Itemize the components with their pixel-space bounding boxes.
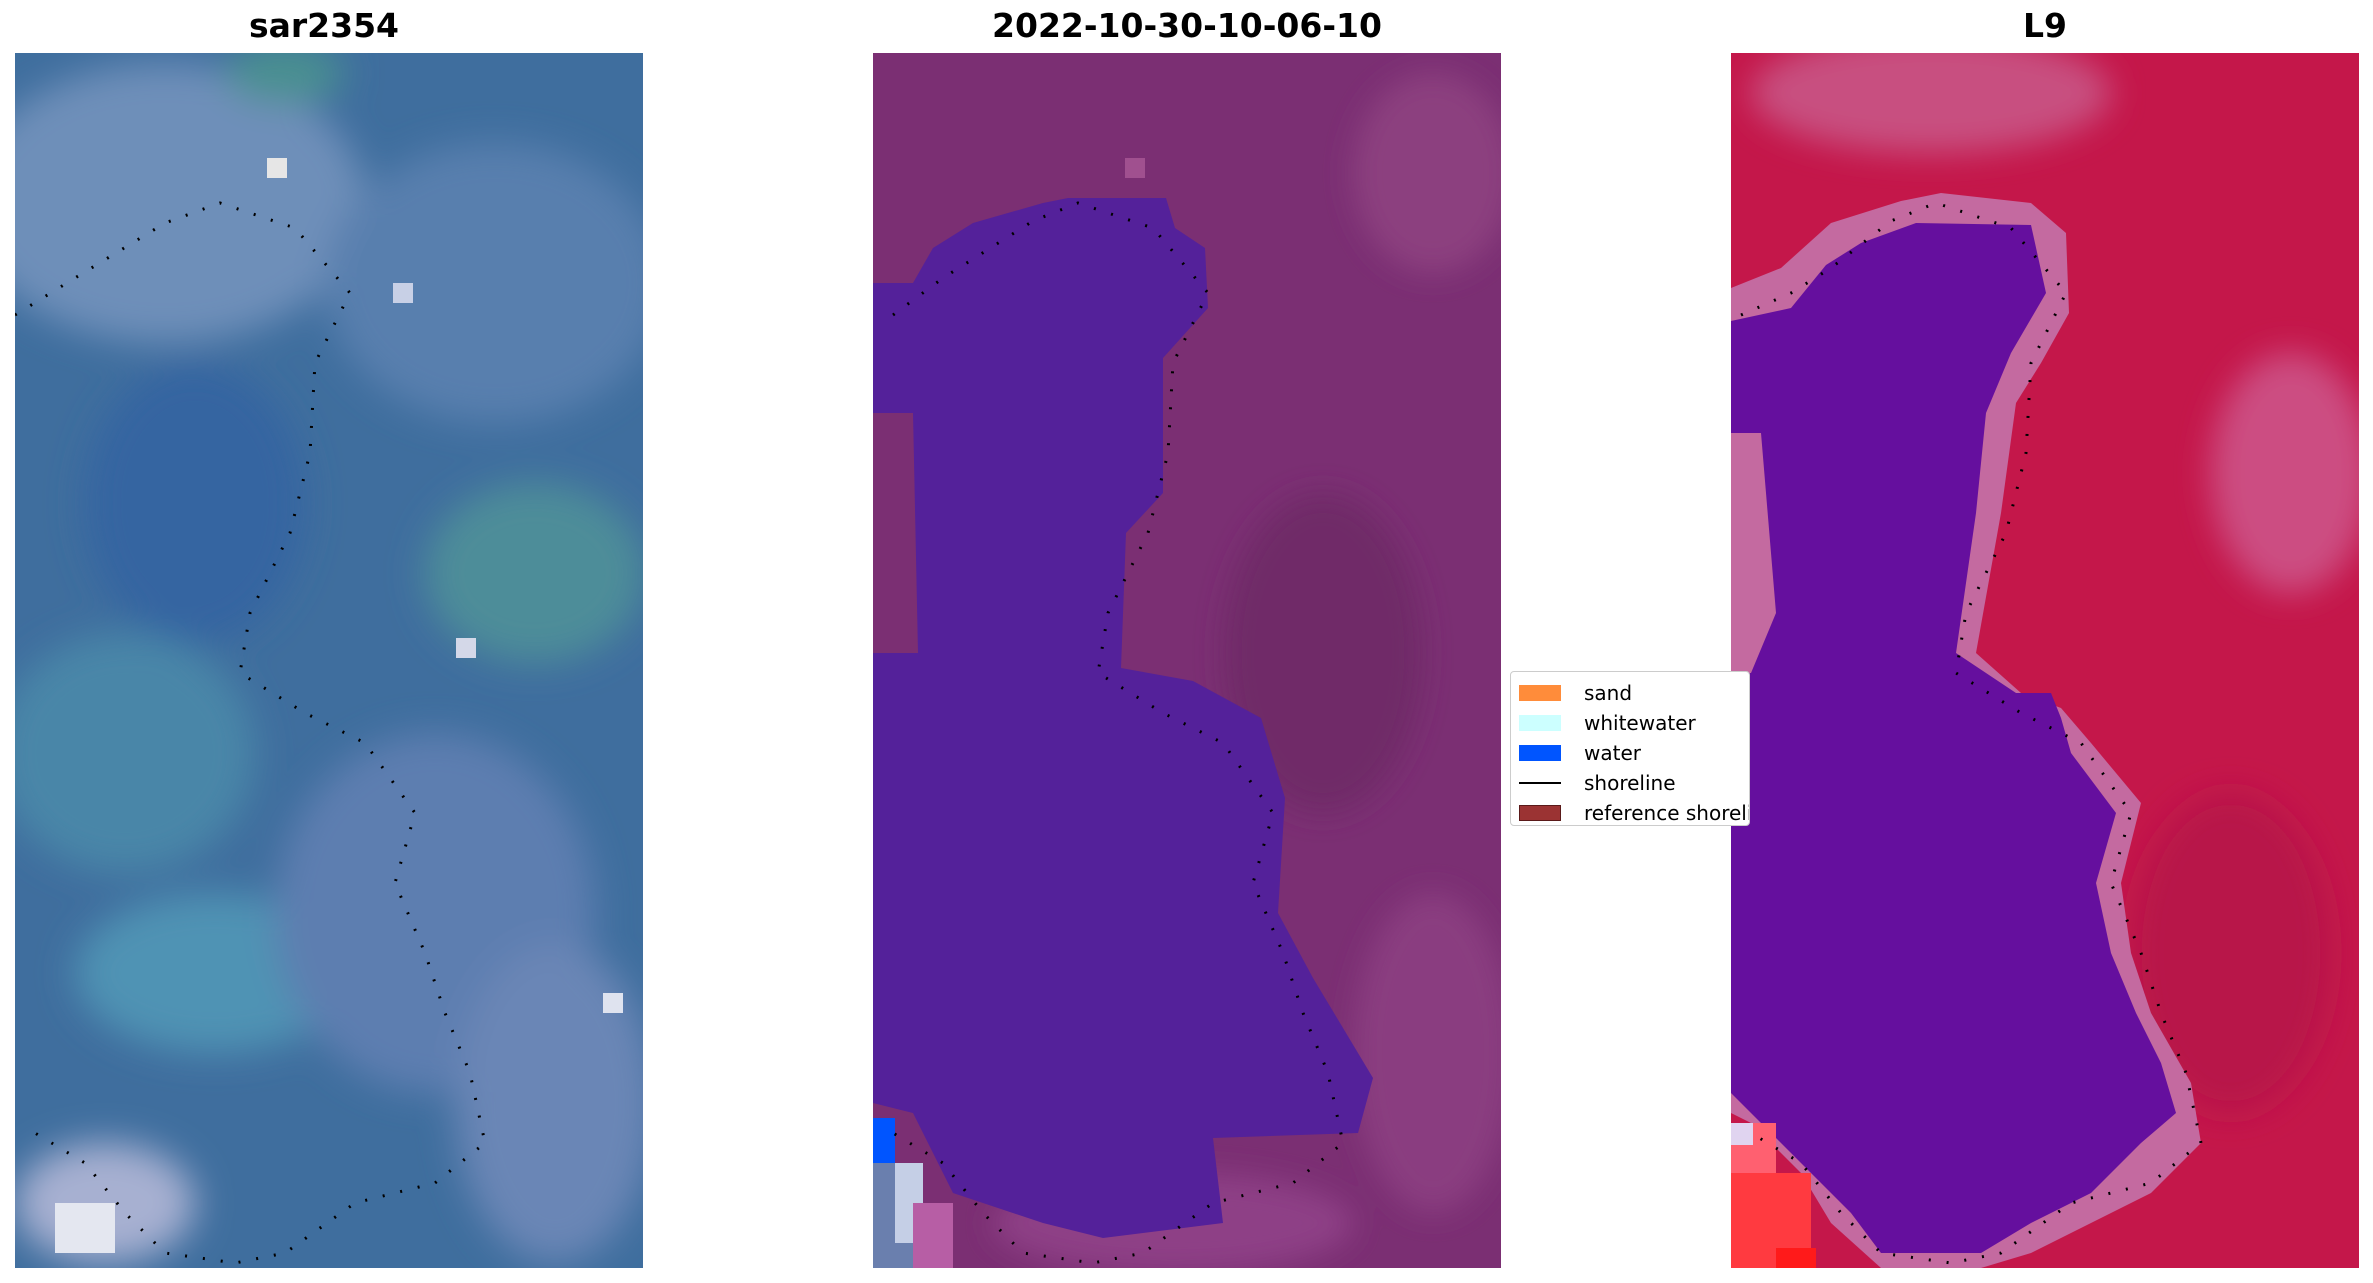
classification-image bbox=[873, 53, 1501, 1268]
panel-title-rgb: sar2354 bbox=[248, 6, 400, 45]
legend-item-shoreline: shoreline bbox=[1519, 768, 1749, 798]
panel-title-classification: 2022-10-30-10-06-10 bbox=[992, 6, 1382, 45]
whitewater-swatch bbox=[1519, 715, 1561, 731]
panel-title-index: L9 bbox=[2023, 6, 2067, 45]
legend-item-whitewater: whitewater bbox=[1519, 708, 1749, 738]
legend-item-sand: sand bbox=[1519, 678, 1749, 708]
index-panel bbox=[1731, 53, 2359, 1268]
water-swatch bbox=[1519, 745, 1561, 761]
index-image bbox=[1731, 53, 2359, 1268]
shoreline-line-swatch bbox=[1519, 782, 1561, 784]
legend-label-whitewater: whitewater bbox=[1584, 711, 1696, 735]
legend-label-reference-shoreline: reference shoreline bbox=[1584, 801, 1749, 825]
legend-label-sand: sand bbox=[1584, 681, 1633, 705]
legend: sand whitewater water shoreline referenc… bbox=[1510, 671, 1750, 826]
reference-shoreline-swatch bbox=[1519, 805, 1561, 821]
rgb-image bbox=[15, 53, 643, 1268]
legend-label-shoreline: shoreline bbox=[1584, 771, 1676, 795]
legend-item-reference-shoreline: reference shoreline bbox=[1519, 798, 1749, 825]
classification-panel bbox=[873, 53, 1501, 1268]
rgb-image-panel bbox=[15, 53, 643, 1268]
legend-item-water: water bbox=[1519, 738, 1749, 768]
sand-swatch bbox=[1519, 685, 1561, 701]
legend-label-water: water bbox=[1584, 741, 1641, 765]
